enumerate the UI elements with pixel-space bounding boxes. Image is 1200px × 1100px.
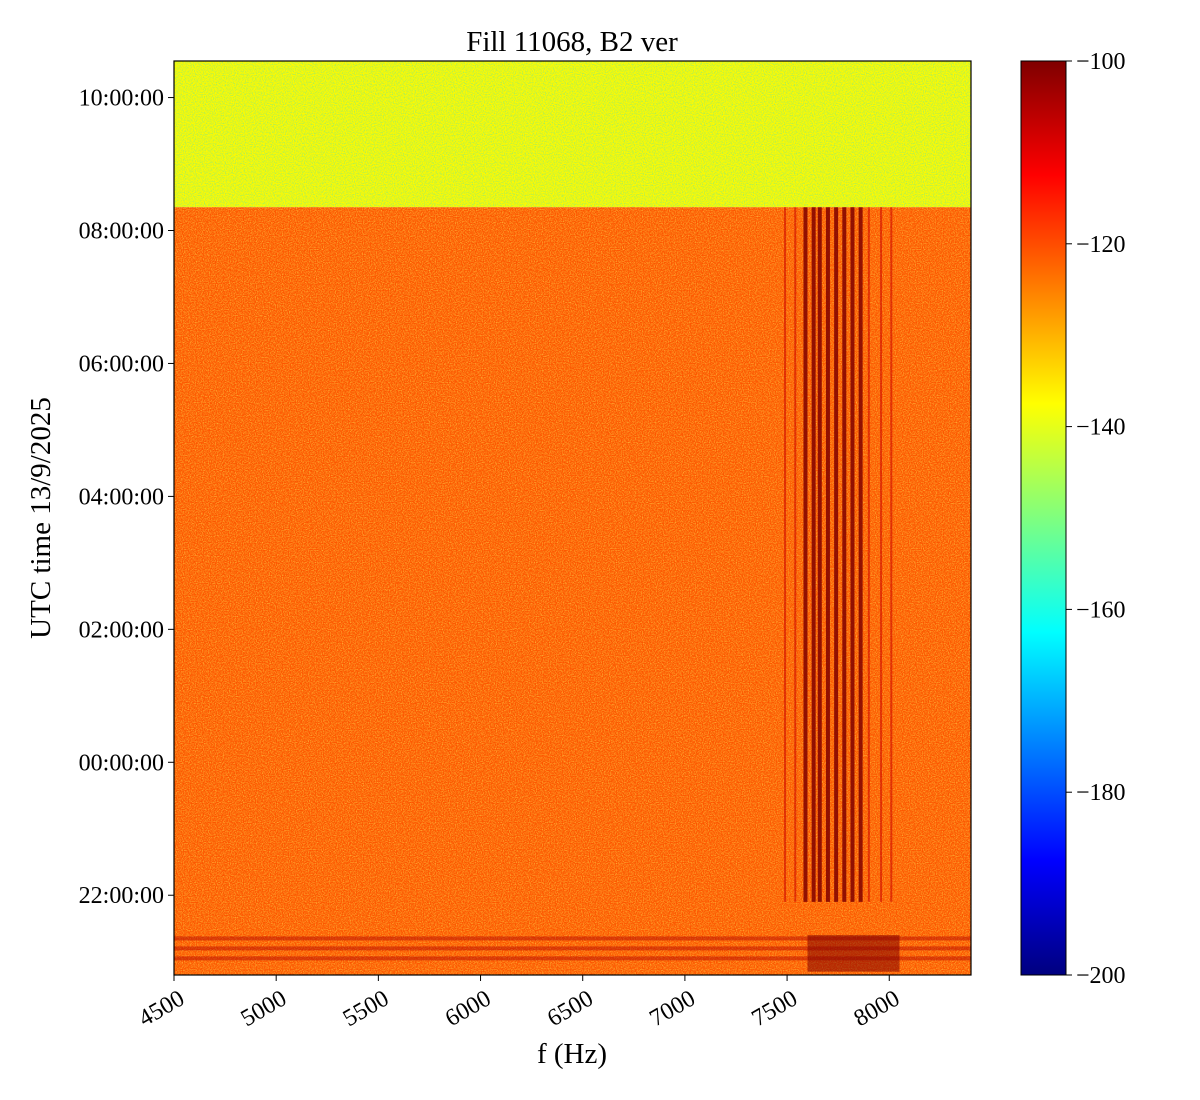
spectral-line — [842, 207, 847, 902]
spectral-line — [867, 207, 870, 902]
y-tick-label: 10:00:00 — [79, 86, 164, 112]
x-tick-label: 5500 — [339, 986, 394, 1033]
x-tick-label: 5000 — [237, 986, 292, 1033]
spectral-line — [825, 207, 830, 902]
spectral-line — [811, 207, 816, 902]
spectral-line — [890, 207, 893, 902]
colorbar-tick-label: −140 — [1076, 415, 1126, 441]
x-tick-label: 6000 — [441, 986, 496, 1033]
colorbar-gradient — [1020, 60, 1067, 976]
disturbance-band — [174, 936, 971, 941]
x-tick-label: 8000 — [850, 986, 905, 1033]
disturbance-band — [174, 946, 971, 951]
colorbar-tick-label: −100 — [1076, 49, 1126, 75]
colorbar-tick-label: −120 — [1076, 232, 1126, 258]
x-axis-label: f (Hz) — [537, 1038, 607, 1070]
x-tick-label: 7000 — [645, 986, 700, 1033]
y-tick-label: 04:00:00 — [79, 484, 164, 510]
disturbance-blob — [807, 935, 900, 972]
heatmap-area — [174, 61, 971, 975]
region-noise — [174, 207, 971, 975]
spectral-line — [817, 207, 822, 902]
plot-frame — [173, 60, 972, 976]
region-noise — [174, 61, 971, 208]
disturbance-band — [174, 956, 971, 961]
colorbar-tick-label: −160 — [1076, 597, 1126, 623]
y-axis-label: UTC time 13/9/2025 — [25, 397, 57, 639]
spectral-line — [803, 207, 808, 902]
y-tick-label: 02:00:00 — [79, 617, 164, 643]
x-tick-label: 4500 — [134, 986, 189, 1033]
spectral-line — [850, 207, 855, 902]
spectral-line — [858, 207, 863, 902]
y-tick-label: 08:00:00 — [79, 219, 164, 245]
spectral-line — [784, 207, 787, 902]
colorbar-tick-label: −200 — [1076, 963, 1126, 989]
y-tick-label: 00:00:00 — [79, 750, 164, 776]
x-tick-label: 7500 — [748, 986, 803, 1033]
y-tick-label: 06:00:00 — [79, 351, 164, 377]
chart-title: Fill 11068, B2 ver — [466, 26, 678, 58]
x-tick-label: 6500 — [543, 986, 598, 1033]
colorbar: −100 −120 −140 −160 −180 −200 — [1020, 49, 1126, 989]
x-axis-ticks: 4500 5000 5500 6000 6500 7000 7500 8000 — [134, 975, 904, 1032]
spectral-line — [880, 207, 883, 902]
spectral-line — [794, 207, 797, 902]
y-axis-ticks: 22:00:00 00:00:00 02:00:00 04:00:00 06:00:00… — [79, 86, 174, 909]
colorbar-tick-label: −180 — [1076, 780, 1126, 806]
y-tick-label: 22:00:00 — [79, 883, 164, 909]
spectral-line — [834, 207, 839, 902]
